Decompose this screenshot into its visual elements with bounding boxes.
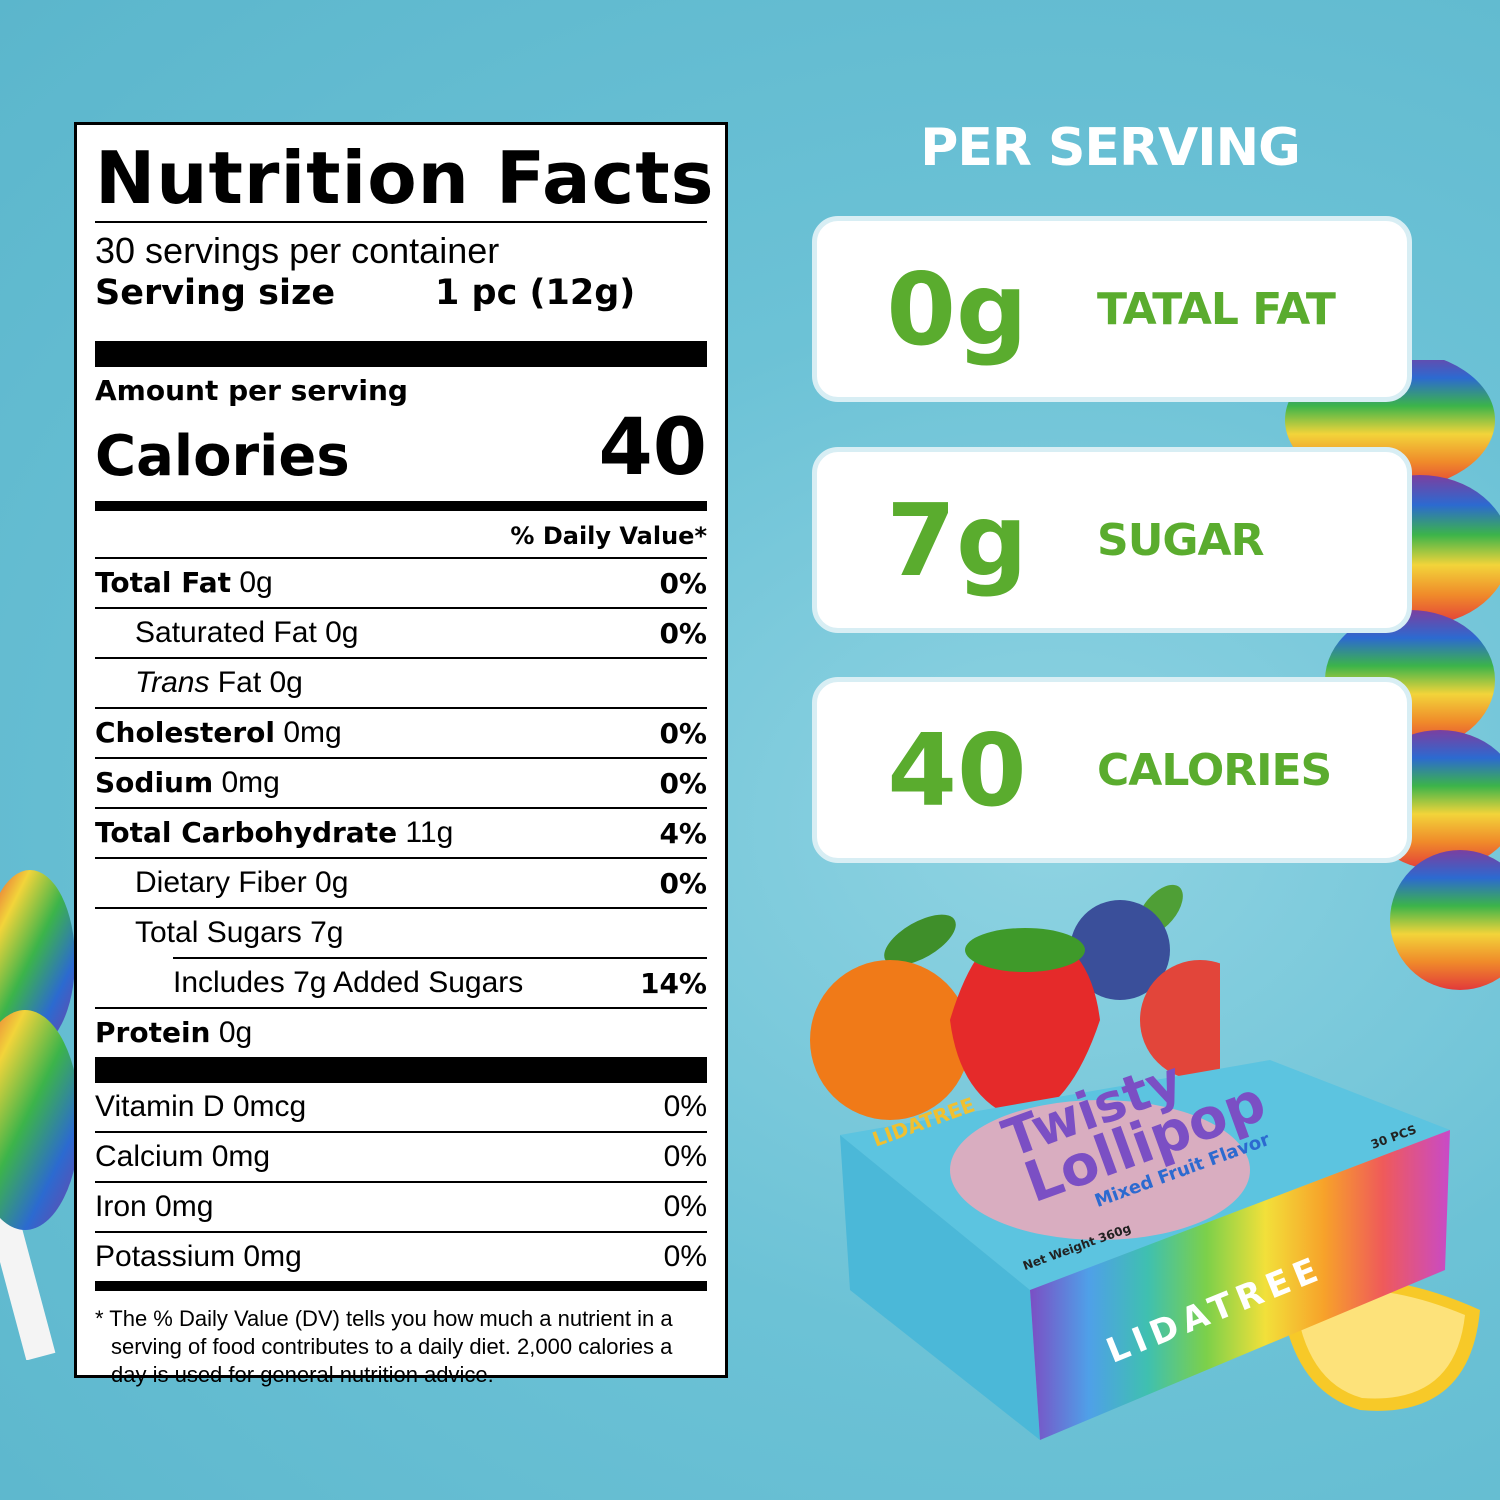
nutrient-dv: 14%	[639, 966, 707, 1000]
nutrient-dv: 0%	[659, 716, 707, 750]
nutrient-dv: 0%	[659, 866, 707, 900]
serving-size-label: Serving size	[95, 273, 336, 313]
stat-value: 7g	[886, 481, 1028, 599]
nutrient-row-cholesterol: Cholesterol 0mg 0%	[95, 707, 707, 757]
divider-thick	[95, 341, 707, 367]
nutrient-row-added-sugars: Includes 7g Added Sugars 14%	[173, 957, 707, 1007]
nutrient-name: Total Fat	[95, 566, 232, 599]
nutrient-row-sodium: Sodium 0mg 0%	[95, 757, 707, 807]
vitamin-row-calcium: Calcium 0mg 0%	[95, 1131, 707, 1181]
nutrient-row-total-fat: Total Fat 0g 0%	[95, 557, 707, 607]
stat-value: 0g	[886, 250, 1028, 368]
divider-medium	[95, 1281, 707, 1291]
servings-per-container: 30 servings per container	[95, 230, 500, 271]
serving-size-row: Serving size 1 pc (12g)	[95, 271, 707, 315]
nutrient-amount: 0mg	[275, 716, 342, 749]
nutrient-name: Cholesterol	[95, 716, 275, 749]
stat-label: CALORIES	[1097, 744, 1332, 796]
vitamin-name: Iron 0mg	[95, 1190, 214, 1223]
nutrient-name: Total Sugars 7g	[135, 916, 344, 949]
nutrient-dv: 0%	[659, 566, 707, 600]
stat-value: 40	[887, 711, 1027, 829]
lollipop-left-image	[0, 870, 80, 1360]
per-serving-heading: PER SERVING	[920, 118, 1301, 178]
calories-value: 40	[598, 403, 707, 493]
vitamin-name: Calcium 0mg	[95, 1140, 271, 1173]
vitamin-row-vitamin-d: Vitamin D 0mcg 0%	[95, 1083, 707, 1131]
nutrient-name: Total Carbohydrate	[95, 816, 398, 849]
nutrient-amount: 11g	[397, 816, 454, 849]
stat-card-sugar: 7g SUGAR	[812, 447, 1412, 633]
nutrient-row-trans-fat: Trans Fat 0g	[95, 657, 707, 707]
nutrient-row-total-sugars: Total Sugars 7g	[95, 907, 707, 957]
vitamin-dv: 0%	[663, 1240, 707, 1273]
nutrient-row-dietary-fiber: Dietary Fiber 0g 0%	[95, 857, 707, 907]
calories-label: Calories	[95, 424, 350, 489]
vitamin-dv: 0%	[663, 1090, 707, 1123]
fruits-image	[810, 884, 1220, 1120]
nutrient-amount: 0g	[210, 1016, 253, 1049]
stat-card-total-fat: 0g TATAL FAT	[812, 216, 1412, 402]
daily-value-header: % Daily Value*	[510, 522, 707, 550]
nutrient-name: Protein	[95, 1016, 211, 1049]
nutrient-dv: 4%	[659, 816, 707, 850]
nutrient-name: Dietary Fiber 0g	[135, 866, 349, 899]
nutrient-dv: 0%	[659, 766, 707, 800]
nutrient-amount: 0mg	[213, 766, 280, 799]
nutrient-row-saturated-fat: Saturated Fat 0g 0%	[95, 607, 707, 657]
product-box-shape	[840, 1060, 1450, 1440]
nutrient-name: Saturated Fat 0g	[135, 616, 359, 649]
stat-card-calories: 40 CALORIES	[812, 677, 1412, 863]
vitamin-name: Vitamin D 0mcg	[95, 1090, 307, 1123]
vitamin-dv: 0%	[663, 1140, 707, 1173]
divider-thick	[95, 1057, 707, 1083]
nutrient-name: Sodium	[95, 766, 214, 799]
product-box: LIDATREE Twisty Lollipop Mixed Fruit Fla…	[840, 1040, 1450, 1440]
nutrient-dv: 0%	[659, 616, 707, 650]
amount-per-serving: Amount per serving	[95, 374, 408, 407]
vitamin-list: Vitamin D 0mcg 0% Calcium 0mg 0% Iron 0m…	[95, 1083, 707, 1281]
nutrient-amount: Fat 0g	[209, 666, 303, 699]
divider	[95, 221, 707, 223]
stat-label: TATAL FAT	[1097, 283, 1336, 335]
nutrition-facts-label: Nutrition Facts 30 servings per containe…	[74, 122, 728, 1387]
nutrient-row-total-carbohydrate: Total Carbohydrate 11g 4%	[95, 807, 707, 857]
nutrient-row-protein: Protein 0g	[95, 1007, 707, 1057]
nutrient-name: Trans	[135, 666, 210, 699]
stat-label: SUGAR	[1097, 514, 1264, 566]
vitamin-dv: 0%	[663, 1190, 707, 1223]
calories-row: Calories 40	[95, 407, 707, 489]
vitamin-row-iron: Iron 0mg 0%	[95, 1181, 707, 1231]
nutrition-facts-title: Nutrition Facts	[95, 136, 715, 220]
serving-size-value: 1 pc (12g)	[435, 273, 636, 313]
nutrient-name: Includes 7g Added Sugars	[173, 966, 524, 999]
vitamin-row-potassium: Potassium 0mg 0%	[95, 1231, 707, 1281]
divider-medium	[95, 501, 707, 511]
daily-value-footnote: * The % Daily Value (DV) tells you how m…	[95, 1306, 673, 1387]
nutrient-amount: 0g	[231, 566, 273, 599]
vitamin-name: Potassium 0mg	[95, 1240, 302, 1273]
